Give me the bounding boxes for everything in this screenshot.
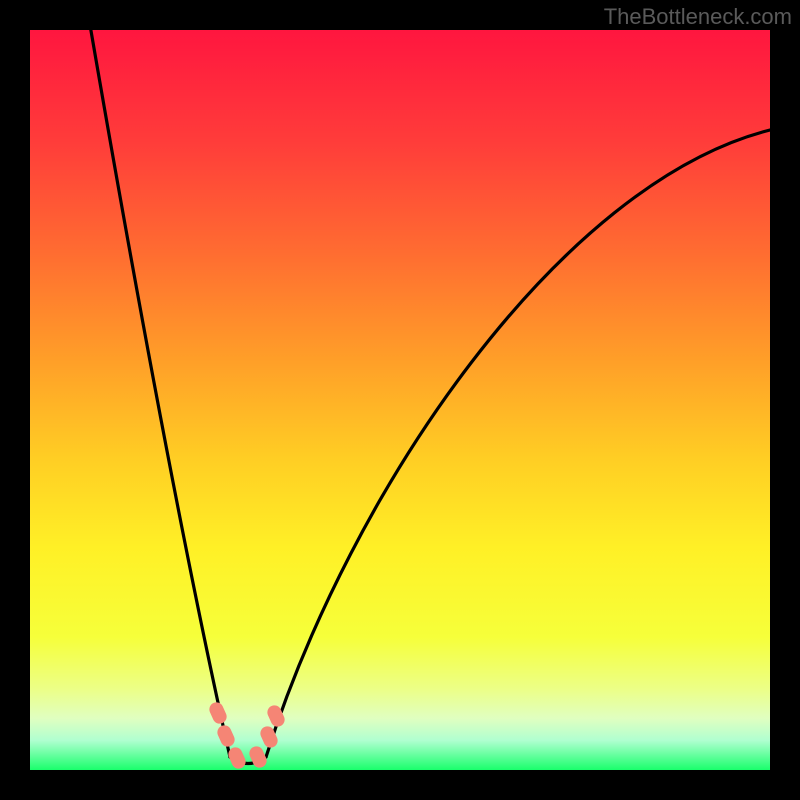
plot-area xyxy=(30,30,770,770)
data-marker xyxy=(207,700,229,726)
data-marker xyxy=(215,723,237,749)
frame: TheBottleneck.com xyxy=(0,0,800,800)
bottleneck-curve xyxy=(30,30,770,770)
curve-right-branch xyxy=(266,130,770,757)
data-marker xyxy=(265,703,287,729)
gradient-rect xyxy=(30,30,770,770)
data-marker xyxy=(258,724,280,750)
gradient-bg xyxy=(30,30,770,770)
data-marker xyxy=(247,744,269,770)
watermark-text: TheBottleneck.com xyxy=(604,4,792,30)
curve-left-branch xyxy=(90,30,230,757)
data-marker xyxy=(226,745,248,770)
